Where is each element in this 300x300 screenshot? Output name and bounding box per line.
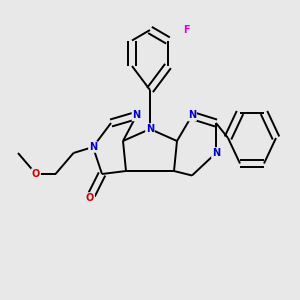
Text: O: O — [32, 169, 40, 179]
Text: N: N — [212, 148, 220, 158]
Text: N: N — [146, 124, 154, 134]
Text: O: O — [86, 193, 94, 203]
Text: N: N — [132, 110, 141, 121]
Text: F: F — [183, 25, 189, 35]
Text: N: N — [188, 110, 196, 121]
Text: N: N — [89, 142, 97, 152]
